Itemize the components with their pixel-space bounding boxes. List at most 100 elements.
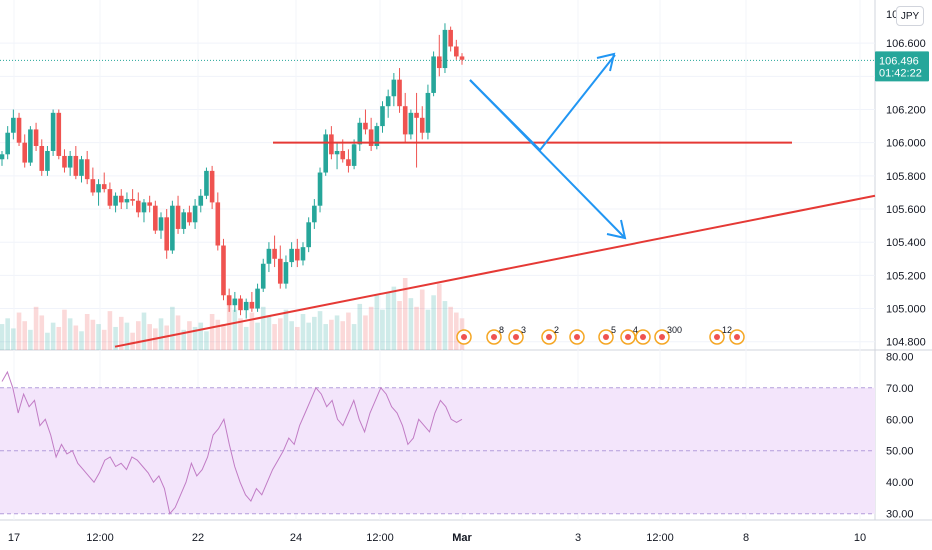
candle-body [164,217,169,251]
event-count: 5 [611,325,616,335]
candle-body [442,29,448,69]
event-marker [625,334,631,340]
event-marker [546,334,552,340]
volume-bar [295,326,300,350]
candle-body [181,212,187,229]
volume-bar [414,306,419,350]
volume-bar [260,306,266,350]
candle-body [425,92,431,133]
candle-body [124,199,130,203]
candle-body [351,144,357,166]
volume-bar [448,306,453,350]
volume-bar [289,321,294,350]
volume-bar [255,322,260,350]
event-marker [513,334,519,340]
volume-bar [249,312,255,350]
price-tick-label: 106.200 [886,105,926,117]
candle-body [436,56,442,69]
volume-bar [96,324,101,350]
candle-body [357,122,363,145]
trendline[interactable] [114,194,876,348]
volume-bar [277,318,283,350]
down-arrow-head[interactable] [606,219,627,240]
candle-body [459,56,465,60]
axes: 106.600106.400106.200106.000105.800105.6… [8,9,929,544]
candle-body [158,217,164,231]
volume-bar [300,314,306,350]
candle-body [380,106,385,127]
candle-body [50,112,56,151]
current-price-value: 106.496 [879,55,919,67]
volume-bar [67,318,73,350]
candle-body [306,222,311,248]
volume-bar [346,312,351,350]
candle-body [192,205,198,223]
event-marker [491,334,497,340]
volume-bar [266,315,272,350]
candle-body [39,146,45,171]
event-marker [640,334,646,340]
volume-bar [175,315,181,350]
volume-bar [113,326,118,350]
volume-bar [385,292,391,350]
candle-body [84,159,90,180]
volume-bar [56,326,62,350]
drawings[interactable] [114,52,876,348]
candle-body [232,298,238,306]
volume-bar [11,328,16,350]
candle-body [175,205,181,229]
candle-body [385,96,391,107]
candle-body [101,184,107,190]
rsi-line [1,370,463,515]
up-arrow-head[interactable] [596,52,616,72]
rsi-tick-label: 80.00 [886,351,914,363]
volume-bar [107,311,113,350]
event-icons[interactable]: 8 3 2 5 4 300 12 [456,325,745,345]
volume-bar [0,324,5,350]
candle-body [431,56,436,93]
volume-bar [141,312,147,350]
volume-bar [323,324,329,350]
event-marker [714,334,720,340]
candle-body [255,288,260,309]
volume-bar [198,322,204,350]
volume-bar [283,309,289,350]
candle-body [391,79,397,97]
volume-bars [0,278,465,350]
candle-body [11,117,16,133]
rsi-tick-label: 50.00 [886,446,914,458]
event-marker [603,334,609,340]
candle-body [408,112,414,135]
event-count: 2 [554,325,559,335]
event-count: 4 [633,325,638,335]
time-tick-label: 12:00 [366,532,394,544]
volume-bar [425,309,431,350]
event-count: 12 [722,325,732,335]
rsi-tick-label: 70.00 [886,383,914,395]
volume-bar [368,306,374,350]
candle-body [249,301,255,309]
candle-body [300,247,306,261]
candle-body [135,200,141,213]
volume-bar [351,324,357,350]
volume-bar [50,322,56,350]
candle-body [419,117,425,133]
volume-bar [130,332,135,350]
candle-body [45,150,50,171]
down-scenario-arrow[interactable] [469,79,626,239]
rsi-band [0,387,875,515]
volume-bar [187,321,192,350]
time-tick-label: 17 [8,532,20,544]
currency-badge[interactable]: JPY [896,6,924,26]
volume-bar [363,315,368,350]
event-count: 300 [667,325,682,335]
volume-bar [209,314,215,350]
candle-body [340,150,346,160]
volume-bar [147,324,152,350]
volume-bar [436,283,442,350]
event-marker [659,334,665,340]
volume-bar [312,316,317,350]
candle-body [147,202,152,206]
candle-body [16,117,22,143]
